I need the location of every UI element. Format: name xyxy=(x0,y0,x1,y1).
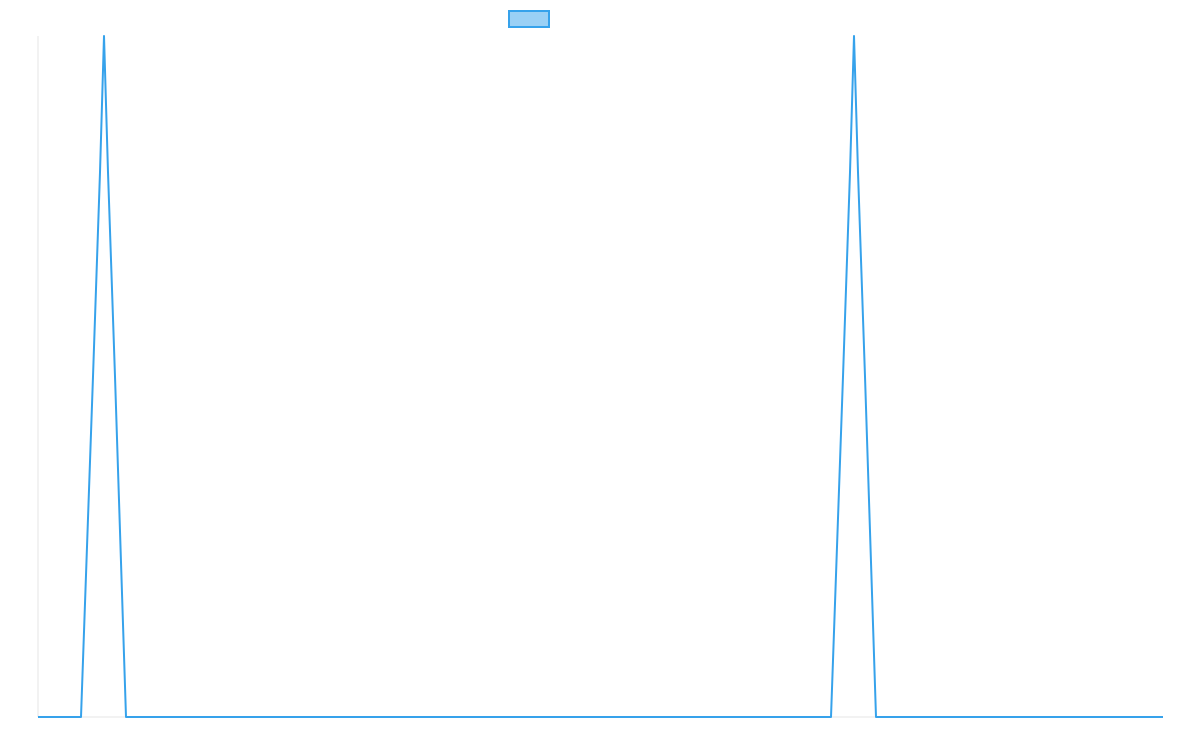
legend-swatch[interactable] xyxy=(508,10,550,28)
series-line-0 xyxy=(38,35,1163,718)
axes xyxy=(37,36,1163,718)
series-layer xyxy=(38,35,1163,718)
